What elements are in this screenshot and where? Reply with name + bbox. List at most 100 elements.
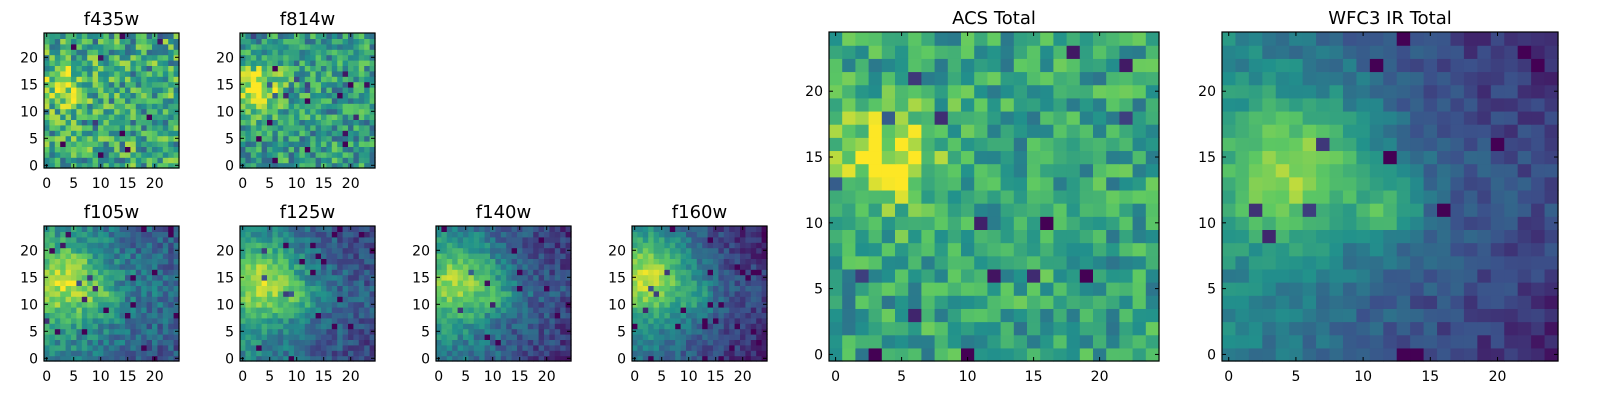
heatmap-cell: [353, 280, 359, 286]
heatmap-cell: [163, 157, 169, 163]
heatmap-cell: [262, 334, 268, 340]
heatmap-cell: [1437, 335, 1451, 349]
heatmap-cell: [882, 229, 896, 243]
heatmap-cell: [1531, 190, 1545, 204]
heatmap-cell: [1303, 322, 1317, 336]
heatmap-cell: [436, 339, 442, 345]
heatmap-cell: [163, 280, 169, 286]
heatmap-cell: [702, 350, 708, 356]
heatmap-cell: [332, 275, 338, 281]
heatmap-cell: [1001, 71, 1015, 85]
heatmap-cell: [702, 253, 708, 259]
heatmap-cell: [1133, 137, 1147, 151]
heatmap-cell: [1119, 216, 1133, 230]
heatmap-cell: [359, 242, 365, 248]
heatmap-cell: [1053, 150, 1067, 164]
heatmap-cell: [745, 242, 751, 248]
heatmap-cell: [163, 307, 169, 313]
heatmap-cell: [262, 55, 268, 61]
heatmap-cell: [147, 258, 153, 264]
heatmap-cell: [745, 339, 751, 345]
heatmap-cell: [152, 55, 158, 61]
heatmap-cell: [544, 291, 550, 297]
heatmap-cell: [659, 307, 665, 313]
heatmap-cell: [1370, 164, 1384, 178]
heatmap-cell: [125, 253, 131, 259]
heatmap-cell: [141, 114, 147, 120]
heatmap-cell: [686, 339, 692, 345]
heatmap-cell: [130, 71, 136, 77]
heatmap-cell: [724, 264, 730, 270]
heatmap-cell: [168, 312, 174, 318]
heatmap-cell: [681, 334, 687, 340]
heatmap-cell: [1424, 269, 1438, 283]
heatmap-cell: [353, 49, 359, 55]
heatmap-cell: [708, 334, 714, 340]
heatmap-cell: [908, 308, 922, 322]
heatmap-cell: [130, 226, 136, 232]
heatmap-cell: [168, 329, 174, 335]
heatmap-cell: [66, 114, 72, 120]
heatmap-cell: [267, 339, 273, 345]
heatmap-cell: [120, 248, 126, 254]
heatmap-cell: [512, 307, 518, 313]
heatmap-cell: [1093, 85, 1107, 99]
heatmap-cell: [136, 248, 142, 254]
heatmap-cell: [240, 141, 246, 147]
heatmap-cell: [1262, 243, 1276, 257]
heatmap-cell: [267, 55, 273, 61]
heatmap-cell: [157, 318, 163, 324]
heatmap-cell: [1053, 58, 1067, 72]
heatmap-cell: [1146, 45, 1160, 59]
heatmap-cell: [895, 203, 909, 217]
heatmap-cell: [326, 130, 332, 136]
heatmap-cell: [305, 253, 311, 259]
heatmap-cell: [560, 248, 566, 254]
heatmap-cell: [49, 71, 55, 77]
heatmap-cell: [278, 38, 284, 44]
heatmap-cell: [272, 152, 278, 158]
heatmap-cell: [1119, 58, 1133, 72]
heatmap-cell: [157, 125, 163, 131]
heatmap-cell: [49, 130, 55, 136]
heatmap-cell: [348, 119, 354, 125]
heatmap-cell: [152, 329, 158, 335]
heatmap-cell: [147, 44, 153, 50]
heatmap-cell: [120, 136, 126, 142]
heatmap-cell: [1531, 243, 1545, 257]
heatmap-cell: [745, 329, 751, 335]
heatmap-cell: [1303, 335, 1317, 349]
heatmap-cell: [147, 345, 153, 351]
heatmap-cell: [974, 216, 988, 230]
heatmap-cell: [136, 44, 142, 50]
heatmap-cell: [267, 65, 273, 71]
heatmap-cell: [283, 103, 289, 109]
heatmap-cell: [136, 87, 142, 93]
heatmap-cell: [262, 103, 268, 109]
heatmap-cell: [71, 329, 77, 335]
heatmap-cell: [343, 280, 349, 286]
heatmap-cell: [147, 285, 153, 291]
heatmap-cell: [60, 237, 66, 243]
heatmap-cell: [713, 242, 719, 248]
heatmap-cell: [114, 125, 120, 131]
heatmap-cell: [1027, 256, 1041, 270]
heatmap-cell: [71, 65, 77, 71]
heatmap-cell: [262, 291, 268, 297]
heatmap-cell: [364, 226, 370, 232]
heatmap-cell: [1289, 269, 1303, 283]
heatmap-cell: [544, 264, 550, 270]
heatmap-cell: [751, 323, 757, 329]
heatmap-cell: [533, 339, 539, 345]
heatmap-cell: [1067, 256, 1081, 270]
heatmap-cell: [1370, 295, 1384, 309]
heatmap-cell: [353, 269, 359, 275]
heatmap-cell: [829, 256, 843, 270]
heatmap-cell: [262, 253, 268, 259]
heatmap-cell: [109, 329, 115, 335]
heatmap-cell: [49, 44, 55, 50]
heatmap-cell: [332, 312, 338, 318]
heatmap-cell: [114, 157, 120, 163]
heatmap-cell: [87, 65, 93, 71]
heatmap-cell: [506, 318, 512, 324]
